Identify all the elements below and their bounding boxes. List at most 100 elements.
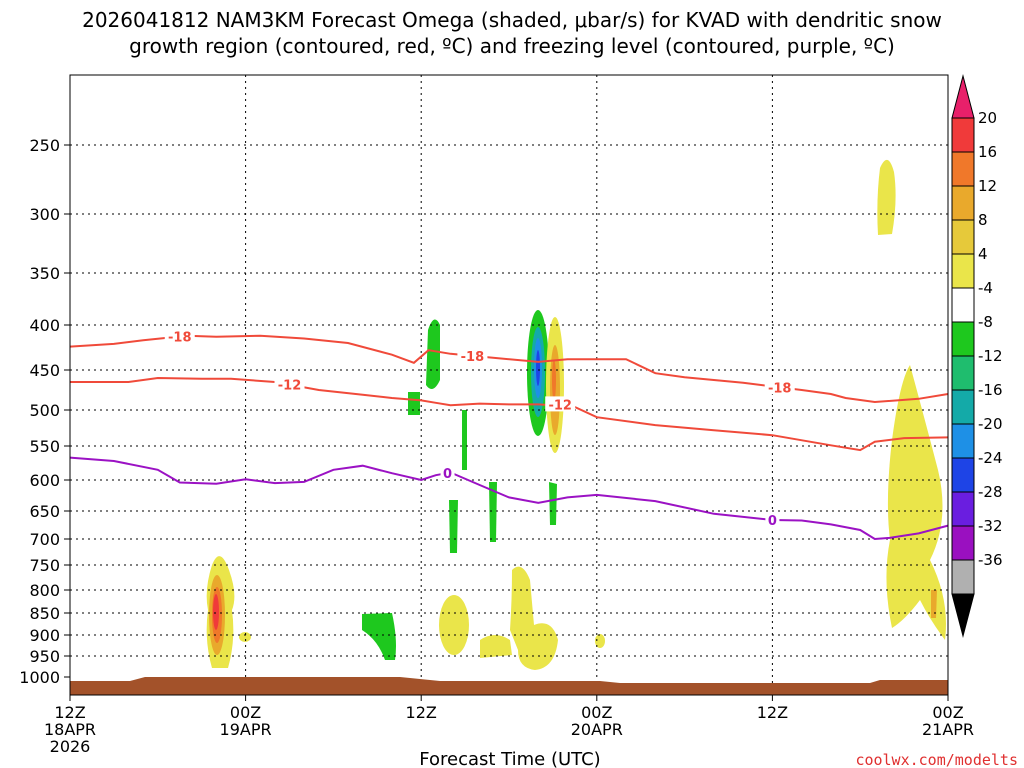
colorbar-swatch (951, 219, 975, 255)
colorbar-label: 4 (978, 245, 988, 263)
x-tick-label: 12Z (54, 703, 85, 722)
colorbar-swatch (951, 389, 975, 425)
contour-label-bg (457, 347, 488, 363)
x-tick-label: 12Z (757, 703, 788, 722)
contour-label-bg (765, 511, 780, 527)
colorbar-swatch (951, 559, 975, 595)
y-tick-label: 250 (29, 136, 60, 155)
omega-negative-streak (489, 482, 497, 542)
colorbar-label: -12 (978, 347, 1003, 365)
x-tick-label: 00Z (932, 703, 963, 722)
contour-line-1 (70, 376, 949, 452)
omega-negative-streak (449, 500, 458, 553)
time-grid (245, 75, 773, 695)
colorbar-swatch (951, 525, 975, 561)
contour-lines: -18 -18 -18 -12 -12 0 0 (69, 328, 949, 541)
omega-positive-core (552, 360, 556, 400)
colorbar-label: -28 (978, 483, 1003, 501)
x-tick-label: 00Z (230, 703, 261, 722)
x-tick-label: 2026 (50, 737, 91, 756)
omega-negative-streak (426, 319, 440, 389)
omega-positive-blob (595, 634, 605, 648)
colorbar-label: -8 (978, 313, 993, 331)
colorbar-top-arrow (951, 74, 975, 119)
x-tick-label: 19APR (220, 720, 272, 739)
omega-negative-patch (362, 613, 396, 660)
omega-shading (206, 159, 946, 670)
colorbar-swatch (951, 423, 975, 459)
y-tick-label: 700 (29, 530, 60, 549)
colorbar-label: 20 (978, 109, 997, 127)
omega-negative-streak (408, 392, 420, 415)
colorbar-swatch (951, 253, 975, 289)
colorbar-swatch (951, 491, 975, 527)
omega-positive-blob (510, 566, 558, 670)
colorbar-label: -20 (978, 415, 1003, 433)
colorbar-label: -32 (978, 517, 1003, 535)
colorbar-label: -24 (978, 449, 1003, 467)
chart-title-line2: growth region (contoured, red, ºC) and f… (129, 34, 895, 58)
colorbar-label: -36 (978, 551, 1003, 569)
x-tick-label: 00Z (581, 703, 612, 722)
omega-positive-blob (439, 595, 469, 655)
contour-label-bg (440, 465, 455, 481)
colorbar-swatch (951, 185, 975, 221)
contour-label: -12 (278, 379, 302, 394)
contour-label: 0 (443, 467, 452, 482)
colorbar-label: -16 (978, 381, 1003, 399)
y-tick-label: 300 (29, 205, 60, 224)
omega-positive-core (931, 590, 937, 618)
y-tick-label: 550 (29, 437, 60, 456)
colorbar-swatch (951, 287, 975, 323)
x-tick-label: 12Z (406, 703, 437, 722)
contour-label-bg (764, 379, 795, 395)
contour-label-bg (545, 396, 576, 412)
x-tick-label: 21APR (922, 720, 974, 739)
contour-line-2 (69, 456, 949, 541)
plot-frame (69, 74, 949, 696)
omega-negative-streak (462, 410, 467, 470)
contour-label: -18 (768, 381, 792, 396)
y-axis-ticks: 250 300 350 400 450 500 550 600 650 700 750 800 850 9… (19, 136, 70, 687)
contour-label-bg (274, 376, 305, 392)
contour-label: -12 (548, 398, 572, 413)
plot-area: -18 -18 -18 -12 -12 0 0 (69, 74, 949, 696)
colorbar-swatch (951, 151, 975, 187)
contour-line-0 (69, 334, 949, 404)
colorbar-swatch (951, 117, 975, 153)
colorbar-label: 16 (978, 143, 997, 161)
y-tick-label: 950 (29, 647, 60, 666)
colorbar-bottom-arrow (951, 593, 975, 638)
colorbar-swatch (951, 321, 975, 357)
omega-positive-blob (239, 632, 251, 642)
x-axis-label: Forecast Time (UTC) (419, 749, 600, 768)
x-tick-label: 20APR (571, 720, 623, 739)
colorbar-label: 8 (978, 211, 988, 229)
omega-negative-streak (549, 482, 557, 525)
terrain-band (70, 677, 948, 695)
omega-positive-blob (480, 635, 512, 658)
omega-positive-core (213, 594, 219, 630)
y-tick-label: 750 (29, 556, 60, 575)
omega-positive-blob (877, 159, 896, 235)
contour-label: -18 (461, 350, 485, 365)
omega-positive-blob (886, 365, 946, 640)
colorbar-label: -4 (978, 279, 993, 297)
y-tick-label: 900 (29, 626, 60, 645)
y-tick-label: 500 (29, 401, 60, 420)
y-tick-label: 650 (29, 502, 60, 521)
y-tick-label: 1000 (19, 668, 60, 687)
colorbar: 20 16 12 8 4 -4 -8 -12 -16 -20 -24 -28 -32 -36 (951, 74, 1003, 638)
y-tick-label: 600 (29, 471, 60, 490)
y-tick-label: 450 (29, 361, 60, 380)
contour-label: -18 (168, 331, 192, 346)
y-tick-label: 800 (29, 581, 60, 600)
pressure-grid (70, 144, 948, 657)
x-tick-label: 18APR (44, 720, 96, 739)
colorbar-swatch (951, 355, 975, 391)
credit-text: coolwx.com/modelts (855, 751, 1018, 768)
contour-label-bg (164, 328, 195, 344)
y-tick-label: 850 (29, 604, 60, 623)
